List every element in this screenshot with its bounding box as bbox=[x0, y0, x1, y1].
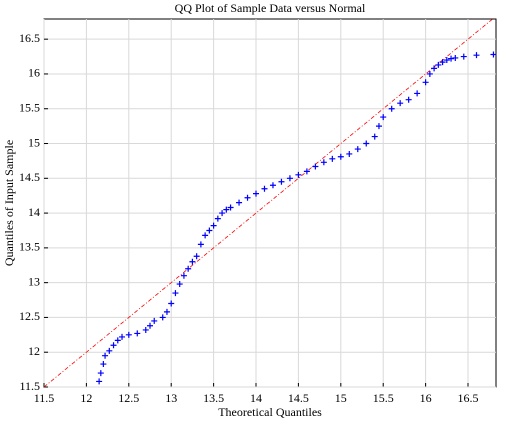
y-tick-label: 12.5 bbox=[19, 309, 40, 323]
x-tick-label: 11.5 bbox=[34, 391, 55, 405]
data-point bbox=[278, 178, 285, 185]
x-tick-label: 13.5 bbox=[203, 391, 224, 405]
data-point bbox=[219, 210, 226, 217]
y-tick-label: 13.5 bbox=[19, 240, 40, 254]
data-point bbox=[142, 326, 149, 333]
data-point bbox=[346, 150, 353, 157]
y-tick-label: 14.5 bbox=[19, 170, 40, 184]
x-tick-label: 15 bbox=[335, 391, 347, 405]
data-point bbox=[214, 215, 221, 222]
data-point bbox=[134, 330, 141, 337]
x-tick-label: 14.5 bbox=[288, 391, 309, 405]
data-point bbox=[168, 300, 175, 307]
data-point bbox=[426, 70, 433, 77]
y-axis-label: Quantiles of Input Sample bbox=[2, 140, 16, 266]
data-point bbox=[159, 314, 166, 321]
reference-line bbox=[43, 17, 494, 388]
data-point bbox=[210, 222, 217, 229]
data-point bbox=[473, 52, 480, 59]
y-tick-label: 11.5 bbox=[19, 379, 40, 393]
data-point bbox=[269, 182, 276, 189]
data-point bbox=[414, 90, 421, 97]
y-tick-label: 15.5 bbox=[19, 100, 40, 114]
data-point bbox=[452, 54, 459, 61]
y-tick-label: 16 bbox=[28, 66, 40, 80]
x-tick-label: 16.5 bbox=[458, 391, 479, 405]
data-point bbox=[236, 199, 243, 206]
data-point bbox=[96, 378, 103, 385]
data-point bbox=[163, 308, 170, 315]
x-tick-label: 16 bbox=[420, 391, 432, 405]
x-tick-label: 14 bbox=[250, 391, 262, 405]
data-point bbox=[371, 133, 378, 140]
data-point bbox=[435, 61, 442, 68]
data-point bbox=[286, 175, 293, 182]
data-point bbox=[102, 352, 109, 359]
data-point bbox=[388, 105, 395, 112]
data-point bbox=[431, 65, 438, 72]
x-tick-label: 12.5 bbox=[118, 391, 139, 405]
data-point bbox=[460, 53, 467, 60]
data-point bbox=[227, 204, 234, 211]
data-point bbox=[329, 155, 336, 162]
data-point bbox=[448, 55, 455, 62]
data-point bbox=[172, 290, 179, 297]
data-point bbox=[223, 206, 230, 213]
x-tick-label: 13 bbox=[165, 391, 177, 405]
y-tick-label: 15 bbox=[28, 135, 40, 149]
plot-frame bbox=[43, 18, 497, 388]
data-point bbox=[375, 123, 382, 130]
x-axis-label: Theoretical Quantiles bbox=[218, 405, 322, 419]
y-tick-label: 14 bbox=[28, 205, 40, 219]
data-point bbox=[380, 114, 387, 121]
data-point bbox=[363, 140, 370, 147]
data-point bbox=[189, 258, 196, 265]
data-point bbox=[253, 190, 260, 197]
data-point bbox=[106, 347, 113, 354]
data-point bbox=[185, 265, 192, 272]
data-point bbox=[261, 185, 268, 192]
data-point bbox=[180, 272, 187, 279]
x-tick-label: 12 bbox=[80, 391, 92, 405]
data-point bbox=[197, 241, 204, 248]
data-point bbox=[151, 317, 158, 324]
y-tick-label: 13 bbox=[28, 274, 40, 288]
data-point bbox=[176, 281, 183, 288]
data-point bbox=[125, 331, 132, 338]
data-point bbox=[97, 370, 104, 377]
data-point bbox=[202, 232, 209, 239]
data-point bbox=[206, 227, 213, 234]
y-tick-label: 16.5 bbox=[19, 31, 40, 45]
data-point bbox=[337, 153, 344, 160]
data-point bbox=[320, 159, 327, 166]
data-point bbox=[110, 342, 117, 349]
data-point bbox=[354, 146, 361, 153]
chart-title: QQ Plot of Sample Data versus Normal bbox=[175, 1, 366, 15]
data-point bbox=[147, 322, 154, 329]
data-point bbox=[422, 79, 429, 86]
data-point bbox=[443, 57, 450, 64]
data-point bbox=[100, 361, 107, 368]
data-point bbox=[303, 168, 310, 175]
data-point bbox=[405, 96, 412, 103]
data-point bbox=[295, 171, 302, 178]
data-point bbox=[193, 253, 200, 260]
data-point bbox=[439, 59, 446, 66]
data-point bbox=[114, 337, 121, 344]
y-tick-label: 12 bbox=[28, 344, 40, 358]
data-point bbox=[119, 333, 126, 340]
data-point bbox=[397, 100, 404, 107]
x-tick-label: 15.5 bbox=[373, 391, 394, 405]
data-point bbox=[312, 163, 319, 170]
data-point bbox=[490, 51, 497, 58]
data-point bbox=[244, 194, 251, 201]
